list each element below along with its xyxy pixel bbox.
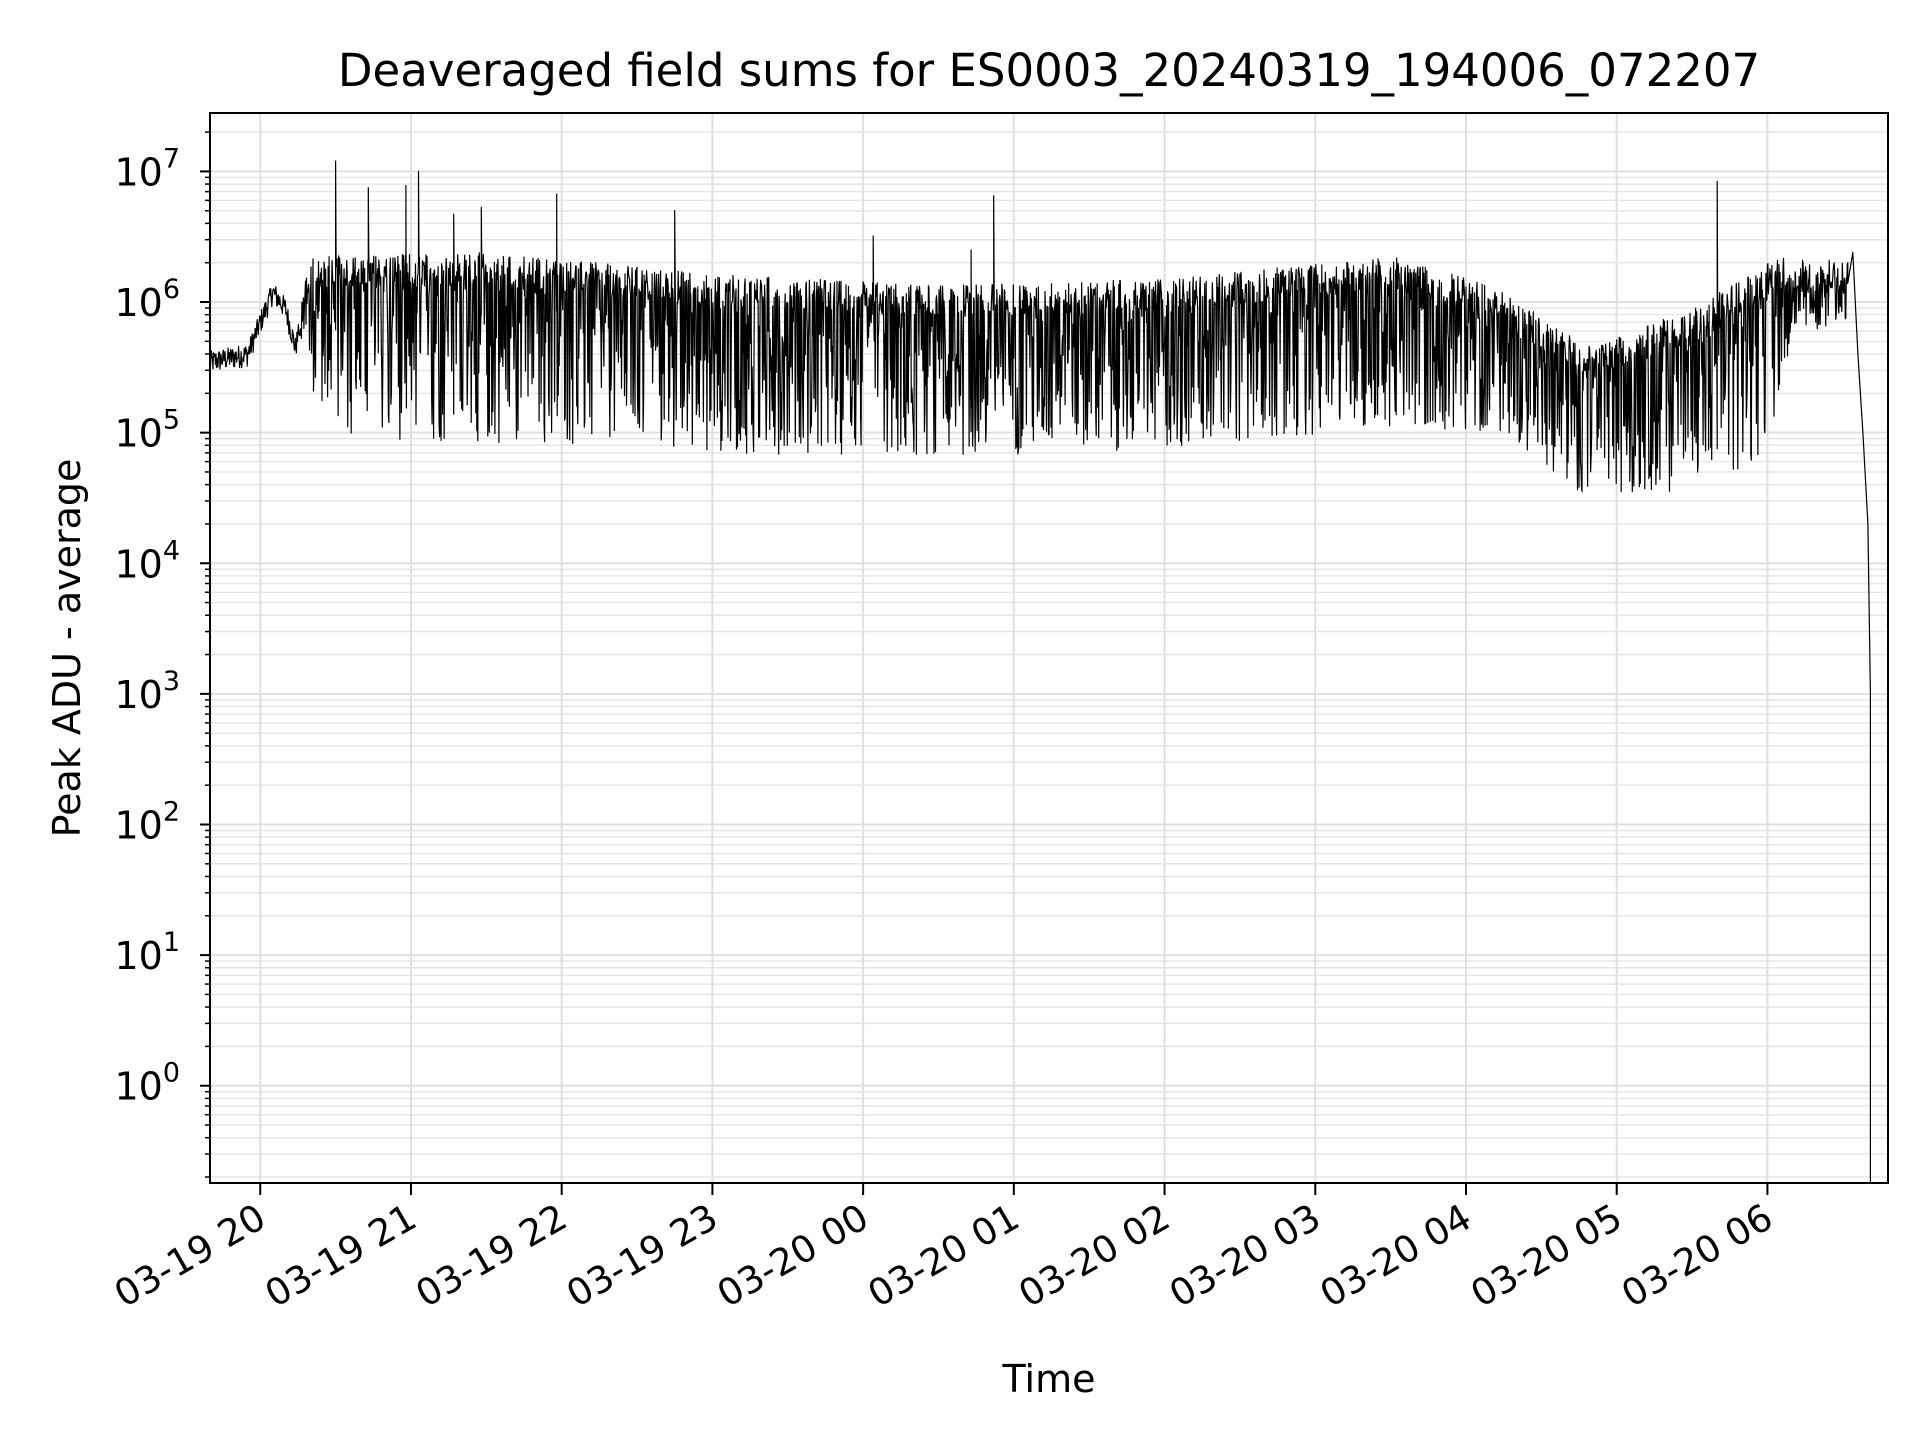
- grid: [210, 113, 1888, 1183]
- y-tick-label: 105: [114, 405, 180, 456]
- x-axis-label: Time: [1002, 1357, 1096, 1401]
- y-tick-label: 100: [114, 1058, 180, 1109]
- y-tick-label: 102: [114, 796, 180, 847]
- y-tick-label: 101: [114, 927, 180, 978]
- series: [209, 160, 1871, 1183]
- y-axis-label: Peak ADU - average: [45, 459, 89, 838]
- series-line: [209, 160, 1871, 1183]
- plot-frame: [209, 112, 1889, 1184]
- y-tick-label: 106: [114, 274, 180, 325]
- chart-title: Deaveraged field sums for ES0003_2024031…: [338, 44, 1760, 97]
- y-tick-label: 107: [114, 143, 180, 194]
- y-tick-label: 103: [114, 666, 180, 717]
- y-tick-label: 104: [114, 535, 180, 586]
- y-axis: 100 101 102 103 104 105 106 107: [114, 131, 210, 1178]
